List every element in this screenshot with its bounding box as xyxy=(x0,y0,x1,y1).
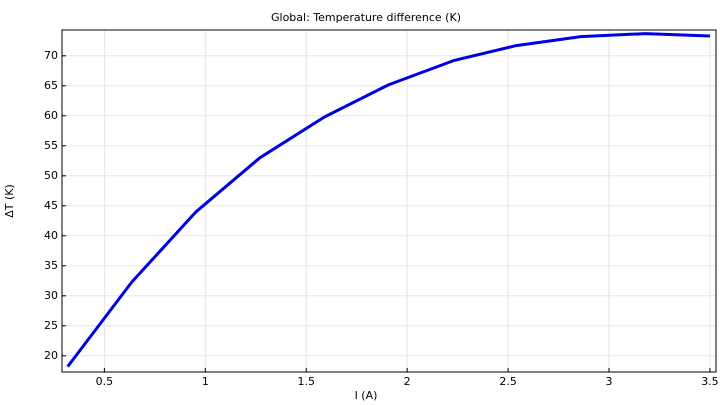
y-tick-label: 70 xyxy=(44,49,58,62)
y-tick-label: 50 xyxy=(44,169,58,182)
y-tick-label: 40 xyxy=(44,229,58,242)
y-tick-label: 25 xyxy=(44,319,58,332)
y-tick-label: 60 xyxy=(44,109,58,122)
x-tick-label: 2 xyxy=(404,375,411,388)
y-tick-label: 20 xyxy=(44,349,58,362)
y-axis-label: ΔT (K) xyxy=(3,184,16,218)
x-axis-label: I (A) xyxy=(355,389,378,402)
x-tick-label: 2.5 xyxy=(499,375,517,388)
chart-title: Global: Temperature difference (K) xyxy=(271,11,461,24)
x-tick-label: 0.5 xyxy=(96,375,114,388)
x-tick-label: 3 xyxy=(606,375,613,388)
data-line xyxy=(66,32,711,368)
x-tick-label: 1.5 xyxy=(297,375,315,388)
y-tick-label: 45 xyxy=(44,199,58,212)
x-tick-label: 1 xyxy=(202,375,209,388)
x-tick-label: 3.5 xyxy=(701,375,719,388)
y-tick-label: 30 xyxy=(44,289,58,302)
plot-frame xyxy=(61,29,717,373)
y-tick-label: 55 xyxy=(44,139,58,152)
y-tick-label: 35 xyxy=(44,259,58,272)
y-tick-label: 65 xyxy=(44,79,58,92)
